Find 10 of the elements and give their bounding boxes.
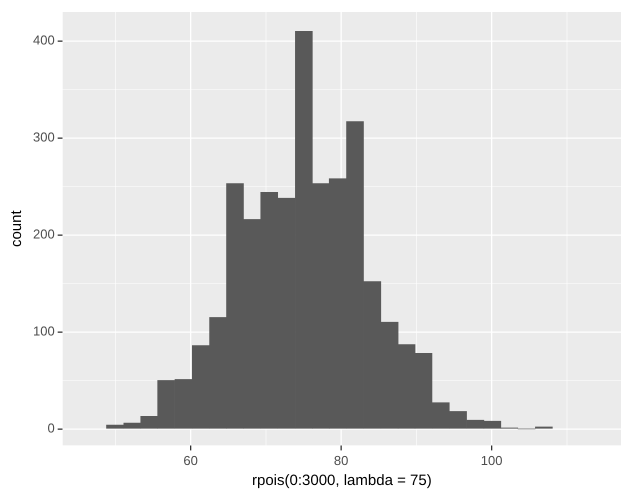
y-tick-label: 200 [32, 226, 55, 242]
y-tick-label: 0 [47, 420, 55, 436]
x-tick-label: 60 [183, 452, 198, 468]
x-axis-title: rpois(0:3000, lambda = 75) [252, 472, 432, 490]
y-tick-label: 300 [32, 130, 55, 145]
y-tick-label: 400 [32, 32, 55, 48]
y-tick-label: 100 [32, 324, 55, 339]
x-tick-label: 80 [334, 452, 348, 468]
x-tick-label: 100 [480, 452, 502, 468]
y-axis-title: count [8, 210, 26, 248]
